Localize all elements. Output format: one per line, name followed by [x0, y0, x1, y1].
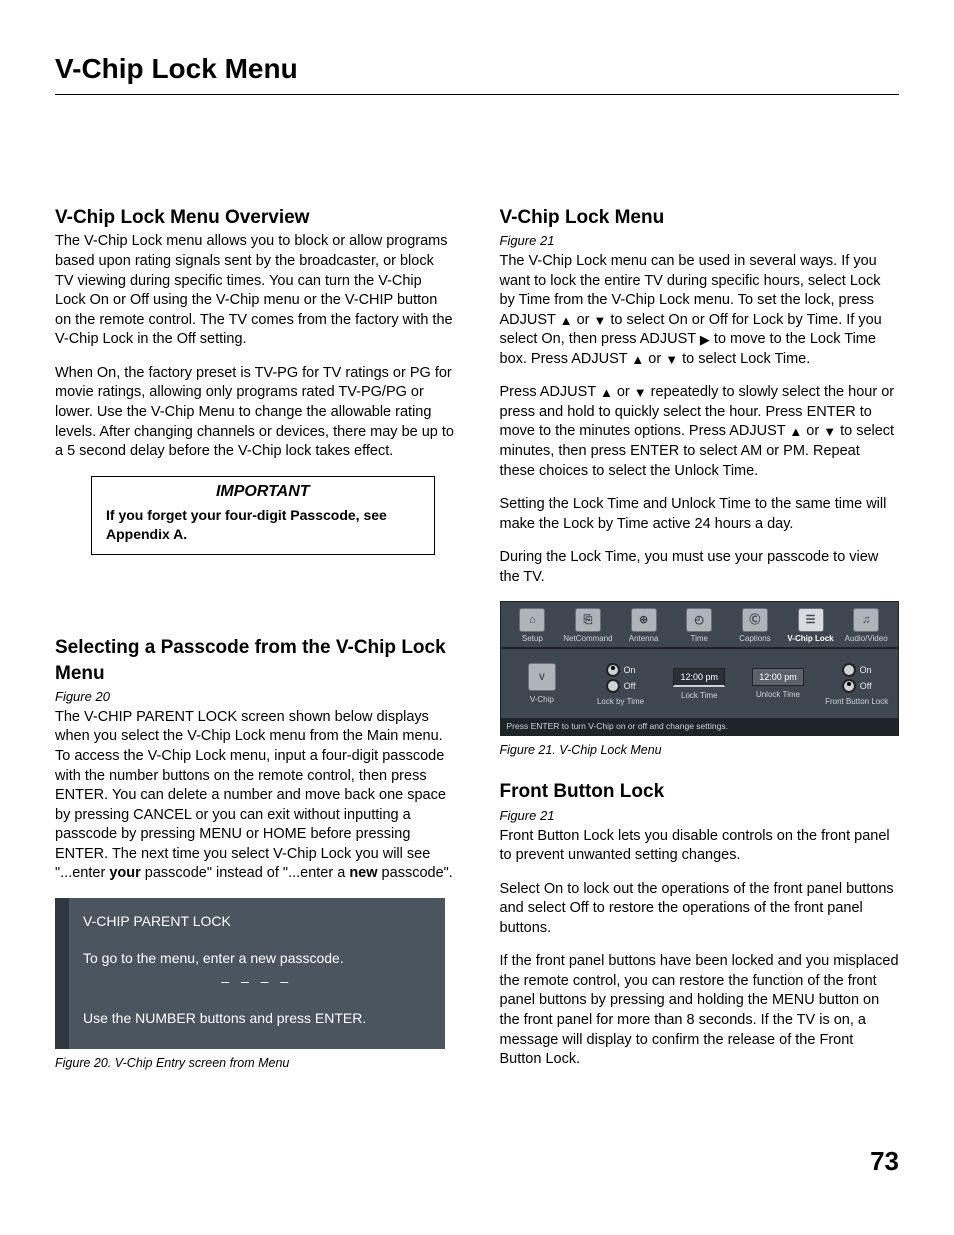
tab-label: Captions — [727, 634, 783, 645]
page-number: 73 — [55, 1144, 899, 1179]
figure-21-ref: Figure 21 — [500, 232, 900, 250]
osd-content-row: V V-Chip On Off Lock by Time 12:00 pm Lo… — [501, 649, 899, 718]
heading-front-button: Front Button Lock — [500, 779, 900, 805]
osd-tab-audio-video: ♫ Audio/Video — [838, 608, 894, 645]
osd-on-label: On — [860, 664, 872, 676]
menu-para-4: During the Lock Time, you must use your … — [500, 548, 900, 587]
up-triangle-icon: ▲ — [600, 385, 613, 400]
radio-on-icon — [842, 663, 856, 677]
figure-21-caption: Figure 21. V-Chip Lock Menu — [500, 742, 900, 759]
osd-on-label: On — [624, 664, 636, 676]
overview-para-2: When On, the factory preset is TV-PG for… — [55, 364, 455, 462]
osd-tab-v-chip-lock: ☰ V-Chip Lock — [783, 608, 839, 645]
heading-vchip-menu: V-Chip Lock Menu — [500, 205, 900, 231]
heading-overview: V-Chip Lock Menu Overview — [55, 205, 455, 231]
figure-20-caption: Figure 20. V-Chip Entry screen from Menu — [55, 1055, 455, 1072]
parent-lock-screen: V-CHIP PARENT LOCK To go to the menu, en… — [55, 898, 445, 1050]
osd-off-label: Off — [860, 680, 872, 692]
passcode-text-mid: passcode" instead of "...enter a — [141, 865, 350, 881]
front-para-1: Front Button Lock lets you disable contr… — [500, 827, 900, 866]
up-triangle-icon: ▲ — [560, 313, 573, 328]
osd-tab-antenna: ⊕ Antenna — [616, 608, 672, 645]
parent-lock-line2: Use the NUMBER buttons and press ENTER. — [83, 1009, 431, 1028]
down-triangle-icon: ▼ — [634, 385, 647, 400]
osd-footer: Press ENTER to turn V-Chip on or off and… — [501, 718, 899, 735]
tab-label: Audio/Video — [838, 634, 894, 645]
figure-21b-ref: Figure 21 — [500, 807, 900, 825]
important-box: IMPORTANT If you forget your four-digit … — [91, 476, 435, 555]
down-triangle-icon: ▼ — [594, 313, 607, 328]
osd-unlocktime-block: 12:00 pm Unlock Time — [743, 668, 814, 701]
tab-label: Antenna — [616, 634, 672, 645]
passcode-para: The V-CHIP PARENT LOCK screen shown belo… — [55, 708, 455, 884]
osd-tab-captions: Ⓒ Captions — [727, 608, 783, 645]
important-heading: IMPORTANT — [92, 477, 434, 505]
title-rule — [55, 94, 899, 95]
osd-off-label: Off — [624, 680, 636, 692]
osd-lockbytime-label: Lock by Time — [585, 697, 656, 708]
down-triangle-icon: ▼ — [823, 424, 836, 439]
tab-icon: ⎘ — [575, 608, 601, 632]
radio-on-icon — [606, 663, 620, 677]
osd-unlocktime-label: Unlock Time — [743, 690, 814, 701]
right-triangle-icon: ▶ — [700, 332, 710, 347]
passcode-text-pre: The V-CHIP PARENT LOCK screen shown belo… — [55, 709, 446, 882]
osd-tab-setup: ⌂ Setup — [505, 608, 561, 645]
osd-frontbutton-label: Front Button Lock — [821, 697, 892, 708]
front-para-3: If the front panel buttons have been loc… — [500, 952, 900, 1069]
menu-para-1: The V-Chip Lock menu can be used in seve… — [500, 252, 900, 369]
parent-lock-line1: To go to the menu, enter a new passcode. — [83, 949, 431, 968]
passcode-bold-new: new — [349, 865, 377, 881]
tab-icon: ♫ — [853, 608, 879, 632]
radio-off-icon — [842, 679, 856, 693]
tab-icon: ◴ — [686, 608, 712, 632]
tab-icon: ☰ — [798, 608, 824, 632]
right-column: V-Chip Lock Menu Figure 21 The V-Chip Lo… — [500, 205, 900, 1084]
figure-20-ref: Figure 20 — [55, 688, 455, 706]
overview-para-1: The V-Chip Lock menu allows you to block… — [55, 232, 455, 349]
menu-para-3: Setting the Lock Time and Unlock Time to… — [500, 495, 900, 534]
osd-lockbytime-block: On Off Lock by Time — [585, 661, 656, 708]
radio-off-icon — [606, 679, 620, 693]
parent-lock-dashes: – – – – — [83, 972, 431, 991]
vchip-icon: V — [528, 663, 556, 691]
osd-tab-netcommand: ⎘ NetCommand — [560, 608, 616, 645]
passcode-bold-your: your — [109, 865, 140, 881]
osd-frontbutton-block: On Off Front Button Lock — [821, 661, 892, 708]
tab-label: NetCommand — [560, 634, 616, 645]
parent-lock-title: V-CHIP PARENT LOCK — [83, 912, 431, 931]
heading-passcode: Selecting a Passcode from the V-Chip Loc… — [55, 635, 455, 686]
tab-label: Setup — [505, 634, 561, 645]
osd-locktime-block: 12:00 pm Lock Time — [664, 668, 735, 702]
tab-icon: ⌂ — [519, 608, 545, 632]
osd-vchip-label: V-Chip — [507, 695, 578, 706]
front-para-2: Select On to lock out the operations of … — [500, 880, 900, 939]
tab-label: V-Chip Lock — [783, 634, 839, 645]
osd-tab-row: ⌂Setup⎘NetCommand⊕Antenna◴TimeⒸCaptions☰… — [501, 602, 899, 649]
menu-para-2: Press ADJUST ▲ or ▼ repeatedly to slowly… — [500, 383, 900, 481]
osd-tab-time: ◴ Time — [671, 608, 727, 645]
tab-label: Time — [671, 634, 727, 645]
passcode-text-post: passcode". — [378, 865, 453, 881]
down-triangle-icon: ▼ — [665, 352, 678, 367]
osd-vchip-block: V V-Chip — [507, 663, 578, 706]
vchip-osd-menu: ⌂Setup⎘NetCommand⊕Antenna◴TimeⒸCaptions☰… — [500, 601, 900, 736]
osd-locktime-label: Lock Time — [664, 691, 735, 702]
up-triangle-icon: ▲ — [631, 352, 644, 367]
osd-locktime-value: 12:00 pm — [673, 668, 725, 687]
page-title: V-Chip Lock Menu — [55, 50, 899, 88]
important-body: If you forget your four-digit Passcode, … — [92, 504, 434, 554]
osd-unlocktime-value: 12:00 pm — [752, 668, 804, 686]
tab-icon: ⊕ — [631, 608, 657, 632]
tab-icon: Ⓒ — [742, 608, 768, 632]
up-triangle-icon: ▲ — [789, 424, 802, 439]
left-column: V-Chip Lock Menu Overview The V-Chip Loc… — [55, 205, 455, 1084]
